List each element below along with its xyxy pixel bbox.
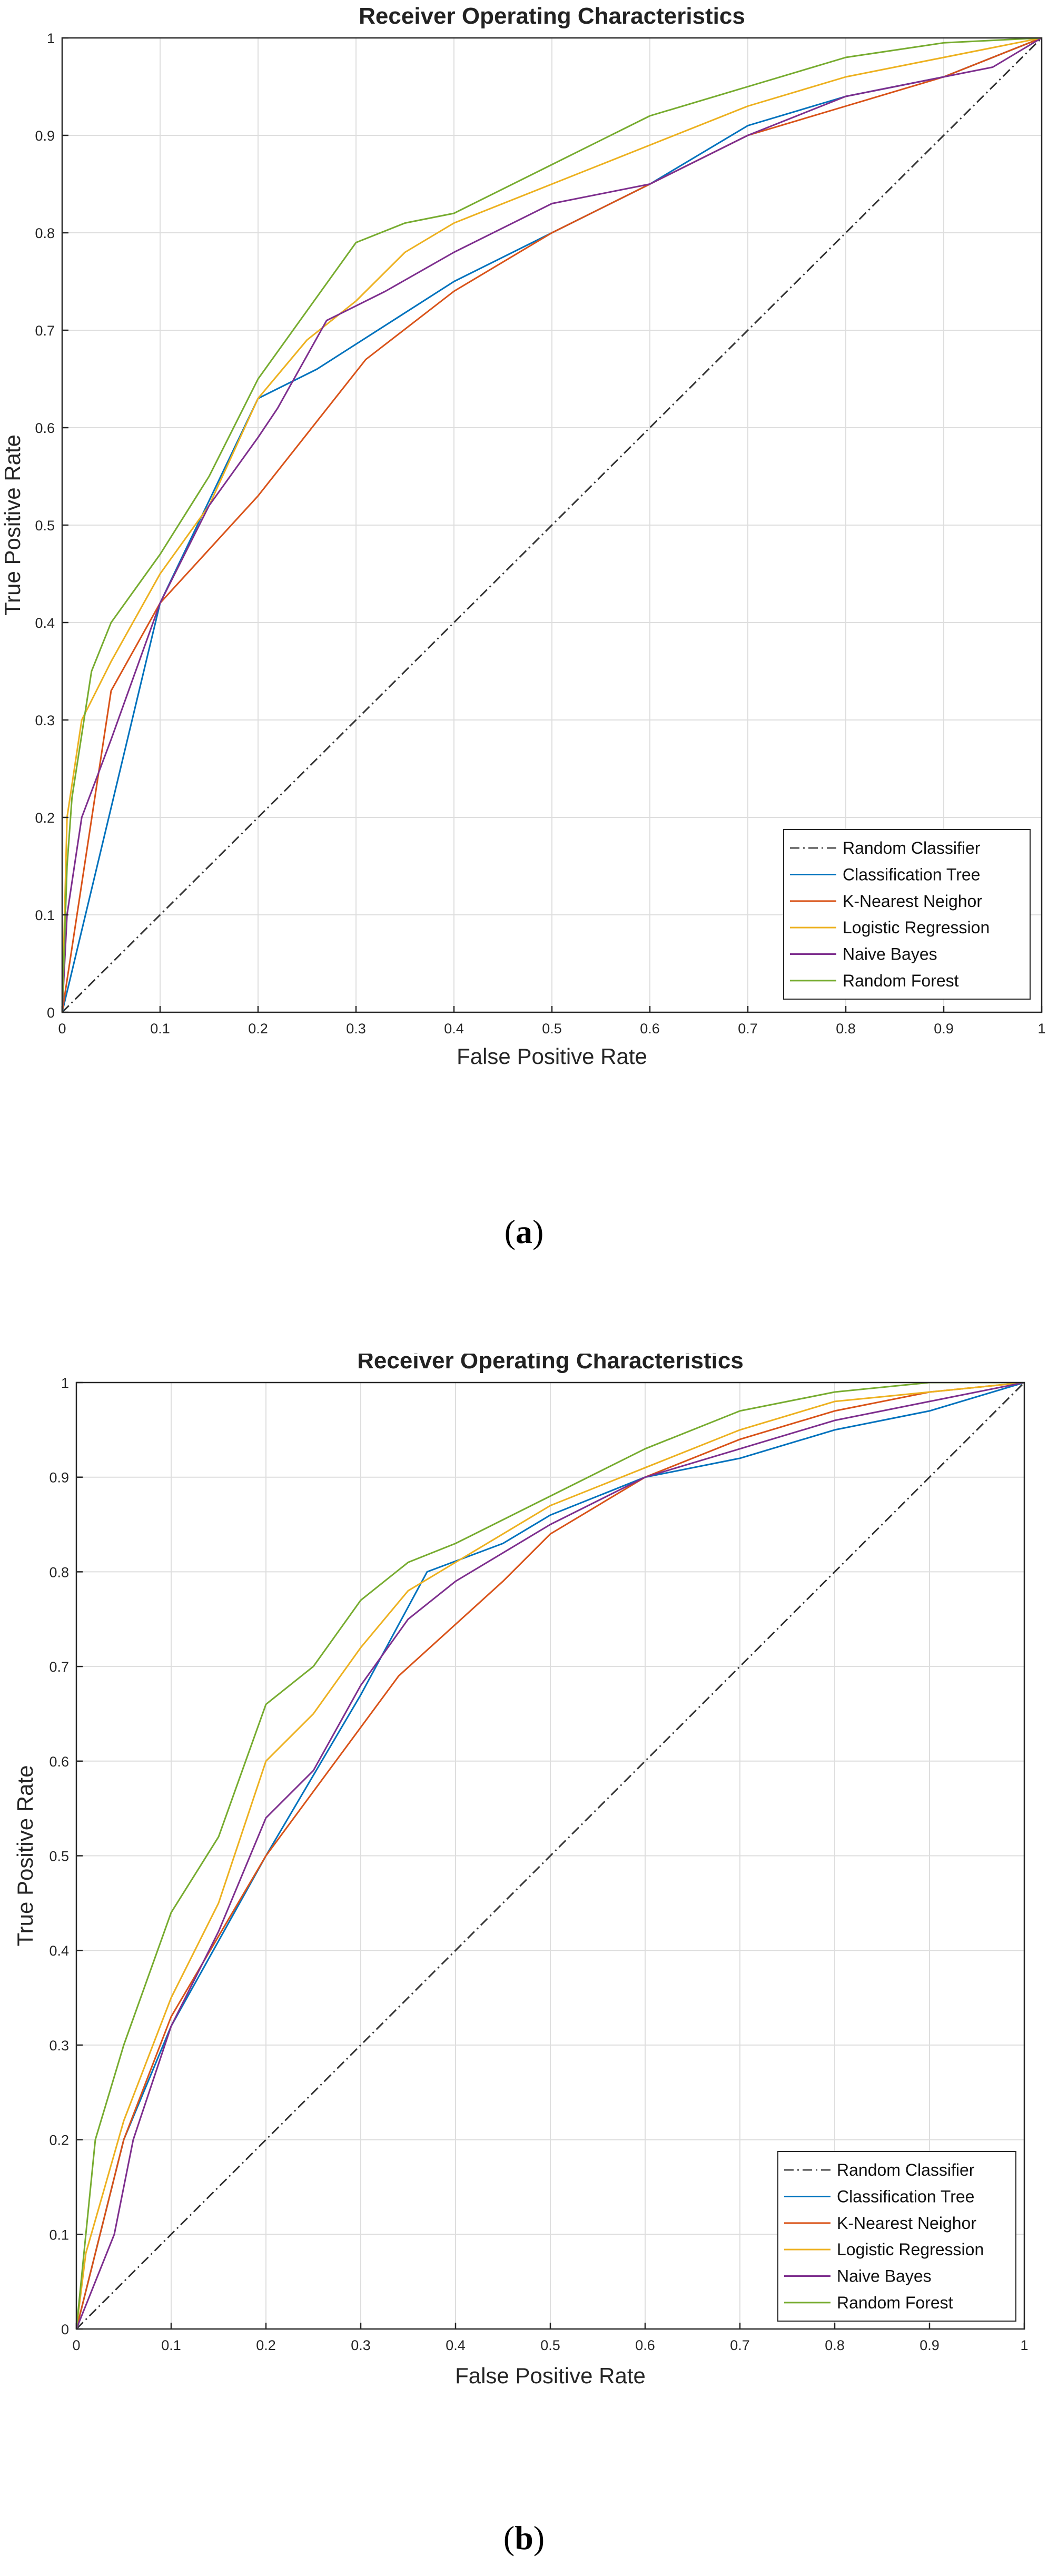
x-tick-label: 1 xyxy=(1020,2337,1028,2353)
series-line-random-classifier xyxy=(76,1383,1024,2329)
legend-entry-label: Naive Bayes xyxy=(843,945,937,964)
grid-lines xyxy=(76,1383,1024,2329)
legend-entry-label: Naive Bayes xyxy=(837,2267,932,2286)
y-tick-label: 0.4 xyxy=(35,615,55,631)
subfigure-caption: (b) xyxy=(503,2519,545,2557)
y-tick-label: 0.5 xyxy=(49,1849,69,1864)
series-line-naive-bayes xyxy=(62,38,1042,1012)
y-tick-label: 0 xyxy=(47,1005,55,1021)
y-tick-label: 0.1 xyxy=(35,907,55,923)
legend-box xyxy=(783,829,1031,1000)
caption-open-paren: ( xyxy=(503,2519,515,2557)
x-tick-label: 0.2 xyxy=(248,1021,268,1037)
y-tick-label: 0.4 xyxy=(49,1943,69,1959)
x-tick-label: 0.5 xyxy=(542,1021,562,1037)
x-tick-label: 0.3 xyxy=(346,1021,366,1037)
x-tick-label: 0.5 xyxy=(540,2337,560,2353)
y-tick-label: 0.8 xyxy=(49,1564,69,1580)
series-line-k-nearest-neighor xyxy=(62,38,1042,1012)
legend-entry-label: K-Nearest Neighor xyxy=(843,892,982,911)
caption-letter: b xyxy=(515,2519,533,2557)
x-axis-label: False Positive Rate xyxy=(455,2363,646,2388)
y-tick-label: 0 xyxy=(61,2322,69,2337)
x-tick-label: 0.9 xyxy=(920,2337,940,2353)
y-tick-label: 0.1 xyxy=(49,2227,69,2243)
legend-entry-label: Random Forest xyxy=(837,2293,953,2312)
x-tick-label: 0.8 xyxy=(836,1021,856,1037)
y-tick-label: 0.3 xyxy=(49,2038,69,2054)
y-tick-label: 0.3 xyxy=(35,713,55,728)
x-tick-label: 0.3 xyxy=(351,2337,371,2353)
y-tick-label: 0.6 xyxy=(49,1754,69,1770)
legend-entry-label: Logistic Regression xyxy=(837,2240,984,2259)
y-tick-label: 0.8 xyxy=(35,225,55,241)
x-tick-label: 0 xyxy=(58,1021,66,1037)
legend-entry-label: Classification Tree xyxy=(837,2187,974,2206)
caption-close-paren: ) xyxy=(532,1213,543,1250)
y-tick-label: 0.2 xyxy=(49,2133,69,2148)
legend-entry-label: Random Classifier xyxy=(843,838,981,857)
legend-entry-label: Classification Tree xyxy=(843,865,980,884)
x-tick-label: 0.2 xyxy=(256,2337,276,2353)
y-tick-label: 0.7 xyxy=(35,323,55,339)
x-tick-label: 1 xyxy=(1037,1021,1045,1037)
series-line-naive-bayes xyxy=(76,1383,1024,2329)
legend-entry-label: Random Forest xyxy=(843,971,959,990)
x-tick-label: 0.6 xyxy=(635,2337,655,2353)
series-group xyxy=(62,38,1042,1012)
series-line-k-nearest-neighor xyxy=(76,1383,1024,2329)
y-tick-label: 0.5 xyxy=(35,518,55,534)
legend-entry-label: Logistic Regression xyxy=(843,918,990,937)
x-tick-label: 0.7 xyxy=(738,1021,758,1037)
y-axis-label: True Positive Rate xyxy=(0,435,25,616)
y-tick-label: 0.9 xyxy=(35,128,55,144)
y-tick-label: 1 xyxy=(61,1375,69,1391)
caption-letter: a xyxy=(516,1213,532,1250)
series-line-random-forest xyxy=(62,38,1042,1012)
x-tick-label: 0.8 xyxy=(825,2337,845,2353)
x-tick-label: 0 xyxy=(72,2337,80,2353)
series-line-random-forest xyxy=(76,1383,1024,2329)
y-axis-label: True Positive Rate xyxy=(13,1765,37,1947)
x-tick-label: 0.1 xyxy=(150,1021,170,1037)
series-line-random-classifier xyxy=(62,38,1042,1012)
chart-title: Receiver Operating Characteristics xyxy=(357,1354,744,1374)
x-tick-label: 0.4 xyxy=(444,1021,464,1037)
y-tick-label: 0.9 xyxy=(49,1470,69,1486)
x-tick-label: 0.6 xyxy=(640,1021,660,1037)
chart-title: Receiver Operating Characteristics xyxy=(359,3,745,29)
x-axis-label: False Positive Rate xyxy=(457,1044,647,1069)
legend: Random Classifier Classification Tree K-Ne… xyxy=(777,2151,1016,2322)
x-tick-label: 0.7 xyxy=(730,2337,750,2353)
x-tick-label: 0.1 xyxy=(161,2337,181,2353)
legend-entry-label: Random Classifier xyxy=(837,2160,975,2179)
series-group xyxy=(76,1383,1024,2329)
x-tick-label: 0.9 xyxy=(934,1021,954,1037)
caption-open-paren: ( xyxy=(505,1213,516,1250)
roc-chart-a: 0 0.1 0.2 0.3 0.4 0.5 0.6 0.7 0.8 0.9 1 0 0.1 0.2 0.3 0… xyxy=(0,3,1046,1250)
subfigure-caption: (a) xyxy=(505,1213,544,1250)
legend: Random Classifier Classification Tree K-Ne… xyxy=(783,829,1031,1000)
y-tick-label: 0.6 xyxy=(35,420,55,436)
roc-chart-b: 0 0.1 0.2 0.3 0.4 0.5 0.6 0.7 0.8 0.9 1 0 0.1 0.2 0.3 0… xyxy=(13,1354,1029,2557)
legend-entry-label: K-Nearest Neighor xyxy=(837,2214,976,2233)
caption-close-paren: ) xyxy=(533,2519,545,2557)
x-tick-label: 0.4 xyxy=(446,2337,466,2353)
y-tick-label: 0.7 xyxy=(49,1659,69,1675)
y-tick-label: 1 xyxy=(47,31,55,46)
series-line-logistic-regression xyxy=(62,38,1042,1012)
legend-box xyxy=(777,2151,1016,2322)
y-tick-label: 0.2 xyxy=(35,810,55,826)
series-line-logistic-regression xyxy=(76,1383,1024,2329)
